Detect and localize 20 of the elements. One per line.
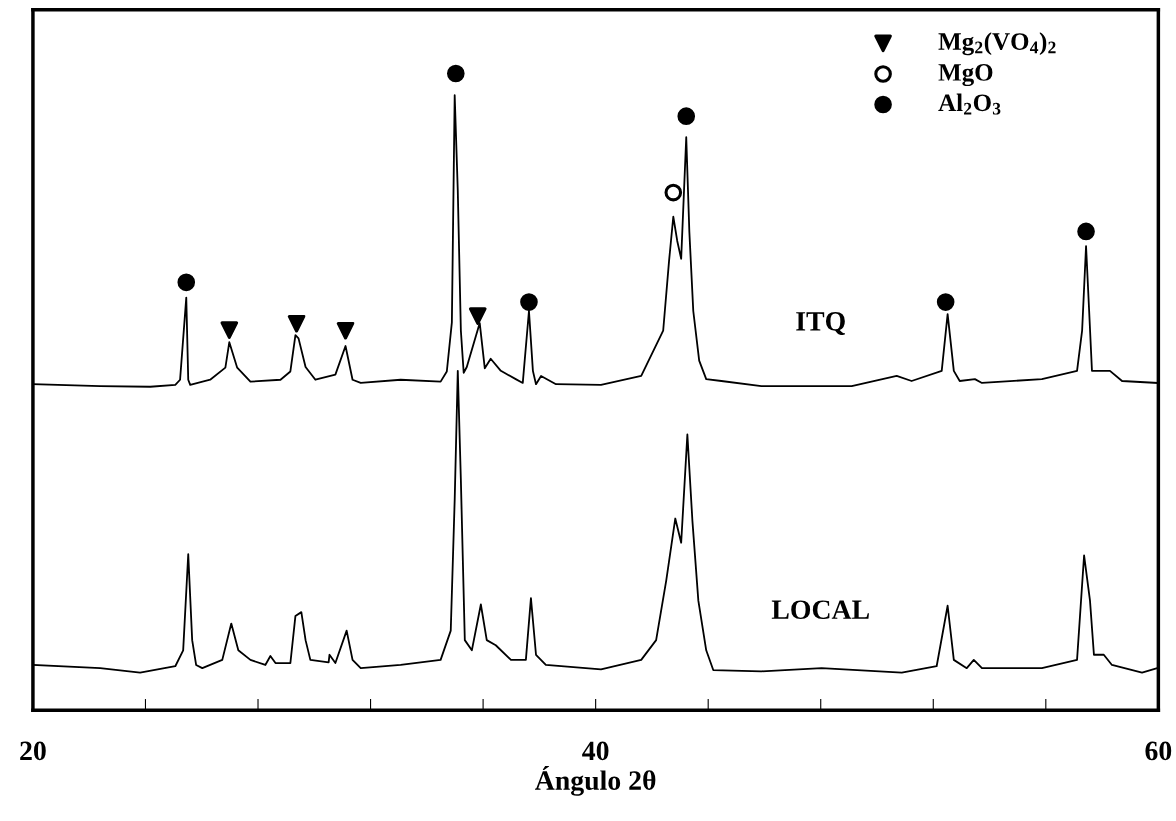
legend-label: Mg$_{2}$(VO$_{4}$)$_{2}$ (938, 32, 1056, 56)
point (664, 183, 683, 202)
point (468, 307, 487, 325)
series-label: LOCAL (771, 600, 869, 620)
legend-label: MgO (938, 64, 993, 87)
point (677, 107, 696, 125)
point (447, 64, 465, 83)
point (336, 321, 355, 340)
point (520, 293, 538, 311)
x-tick-label: 20 (20, 741, 46, 761)
point (220, 321, 239, 339)
point (1077, 222, 1095, 241)
point (936, 293, 955, 311)
point (177, 273, 196, 292)
x-axis-title: Ángulo 2θ (535, 765, 656, 796)
x-tick-label: 60 (1145, 741, 1172, 761)
x-tick-label: 40 (582, 741, 609, 761)
series-label: ITQ (796, 312, 845, 335)
point (287, 314, 306, 333)
legend-label: Al$_{2}$O$_{3}$ (938, 93, 1001, 115)
